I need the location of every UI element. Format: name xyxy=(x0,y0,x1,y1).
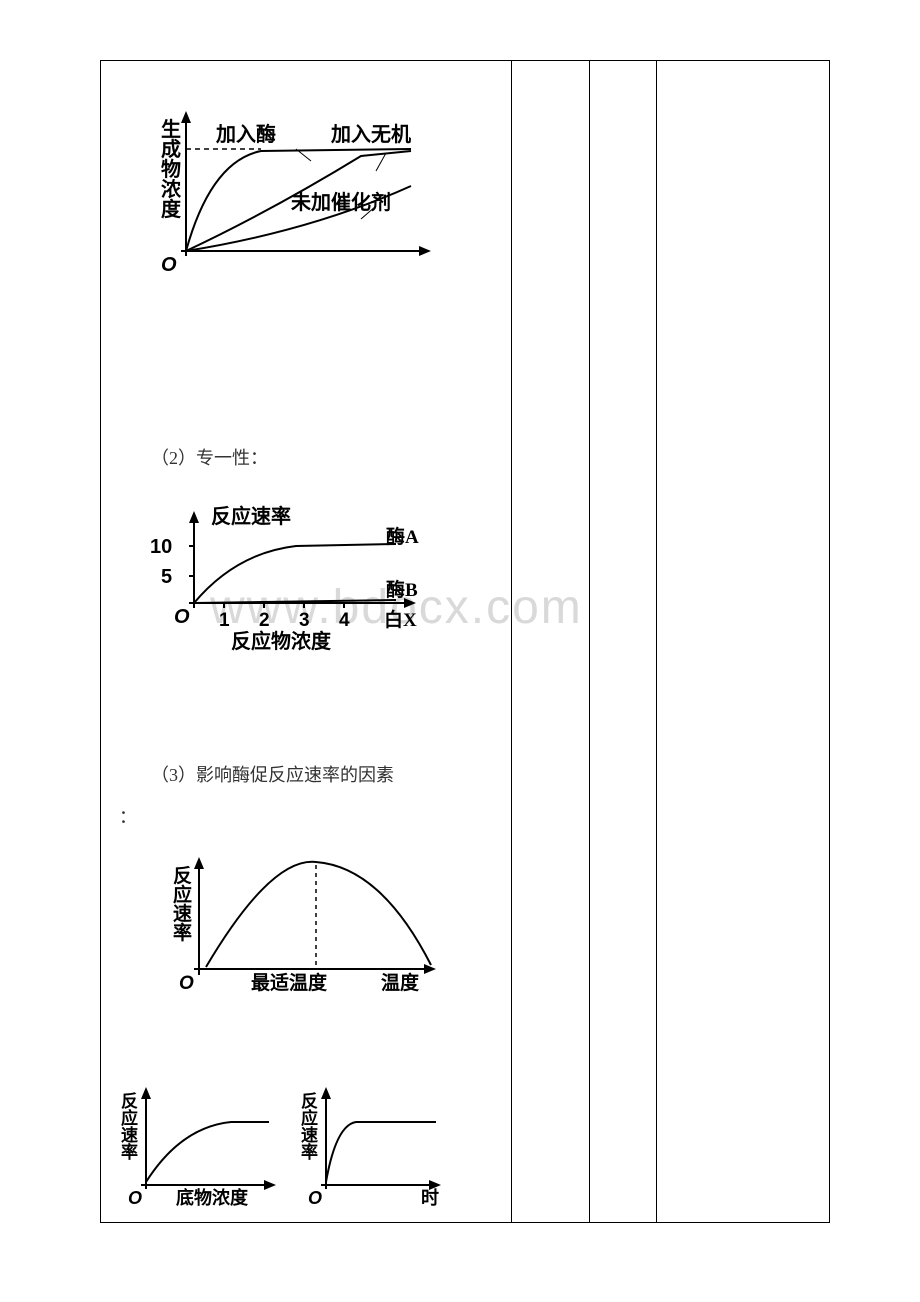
chart-enzyme-catalysis: 生 成 物 浓 度 加入酶 加入无机 未加催化剂 O xyxy=(101,61,511,376)
x-label-partial: 时 xyxy=(421,1188,439,1208)
y-label-char: 度 xyxy=(161,197,182,221)
content-table: 生 成 物 浓 度 加入酶 加入无机 未加催化剂 O （2）专一性： 反应速率 … xyxy=(100,60,830,1223)
y-label-char: 速 xyxy=(121,1125,138,1145)
xtick: 2 xyxy=(259,610,270,631)
origin-label: O xyxy=(179,973,194,994)
origin-label: O xyxy=(161,254,177,276)
y-label-char: 成 xyxy=(161,137,181,161)
xtick: 4 xyxy=(339,610,350,631)
x-axis-label: 反应物浓度 xyxy=(231,629,332,653)
origin-label: O xyxy=(308,1188,322,1208)
chart-temperature: 反 应 速 率 O 最适温度 温度 xyxy=(101,837,511,1017)
y-label-char: 应 xyxy=(173,883,192,906)
label-enzyme-b: 酶B xyxy=(386,578,418,601)
label-extra: 白X xyxy=(384,608,417,631)
origin-label: O xyxy=(174,606,190,628)
label-enzyme-a: 酶A xyxy=(386,525,419,548)
ytick-5: 5 xyxy=(161,566,172,588)
y-label-char: 应 xyxy=(121,1108,138,1128)
curve-label-inorganic: 加入无机 xyxy=(330,122,411,146)
section-3-colon: ： xyxy=(101,795,511,837)
y-label-char: 生 xyxy=(161,118,181,141)
x-axis-label: 温度 xyxy=(381,971,420,994)
chart-substrate-row: 反 应 速 率 O 底物浓度 反 应 速 率 O 时 xyxy=(101,1067,511,1222)
y-label-char: 率 xyxy=(173,921,192,944)
origin-label: O xyxy=(128,1188,142,1208)
section-3-heading: （3）影响酶促反应速率的因素 xyxy=(101,753,511,795)
y-label-char: 浓 xyxy=(161,178,182,201)
y-label-char: 率 xyxy=(121,1142,138,1162)
y-axis-label: 反应速率 xyxy=(211,504,291,528)
curve-label-enzyme: 加入酶 xyxy=(215,122,276,146)
y-label-char: 速 xyxy=(173,902,192,925)
x-tick-label: 最适温度 xyxy=(251,971,328,994)
ytick-10: 10 xyxy=(150,536,172,558)
x-axis-label: 底物浓度 xyxy=(176,1187,249,1208)
y-label-char: 物 xyxy=(161,157,181,181)
y-label-char: 率 xyxy=(301,1142,318,1162)
section-2-heading: （2）专一性： xyxy=(101,436,511,478)
curve-label-none: 未加催化剂 xyxy=(291,190,391,214)
xtick: 1 xyxy=(219,610,230,631)
xtick: 3 xyxy=(299,610,310,631)
y-label-char: 应 xyxy=(301,1108,318,1128)
y-label-char: 速 xyxy=(301,1125,318,1145)
chart-specificity: 反应速率 5 10 1 2 3 4 酶A 酶B 白X O 反应物浓度 xyxy=(101,478,511,663)
y-label-char: 反 xyxy=(173,865,192,887)
